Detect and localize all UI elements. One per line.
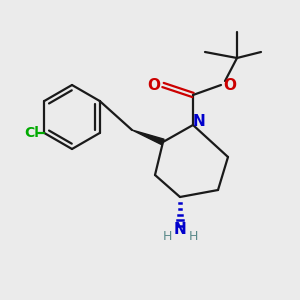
Text: O: O xyxy=(148,77,160,92)
Text: N: N xyxy=(174,223,186,238)
Text: H: H xyxy=(162,230,172,244)
Text: N: N xyxy=(193,115,206,130)
Text: H: H xyxy=(188,230,198,244)
Text: O: O xyxy=(224,77,236,92)
Polygon shape xyxy=(132,130,164,145)
Text: Cl: Cl xyxy=(24,126,39,140)
